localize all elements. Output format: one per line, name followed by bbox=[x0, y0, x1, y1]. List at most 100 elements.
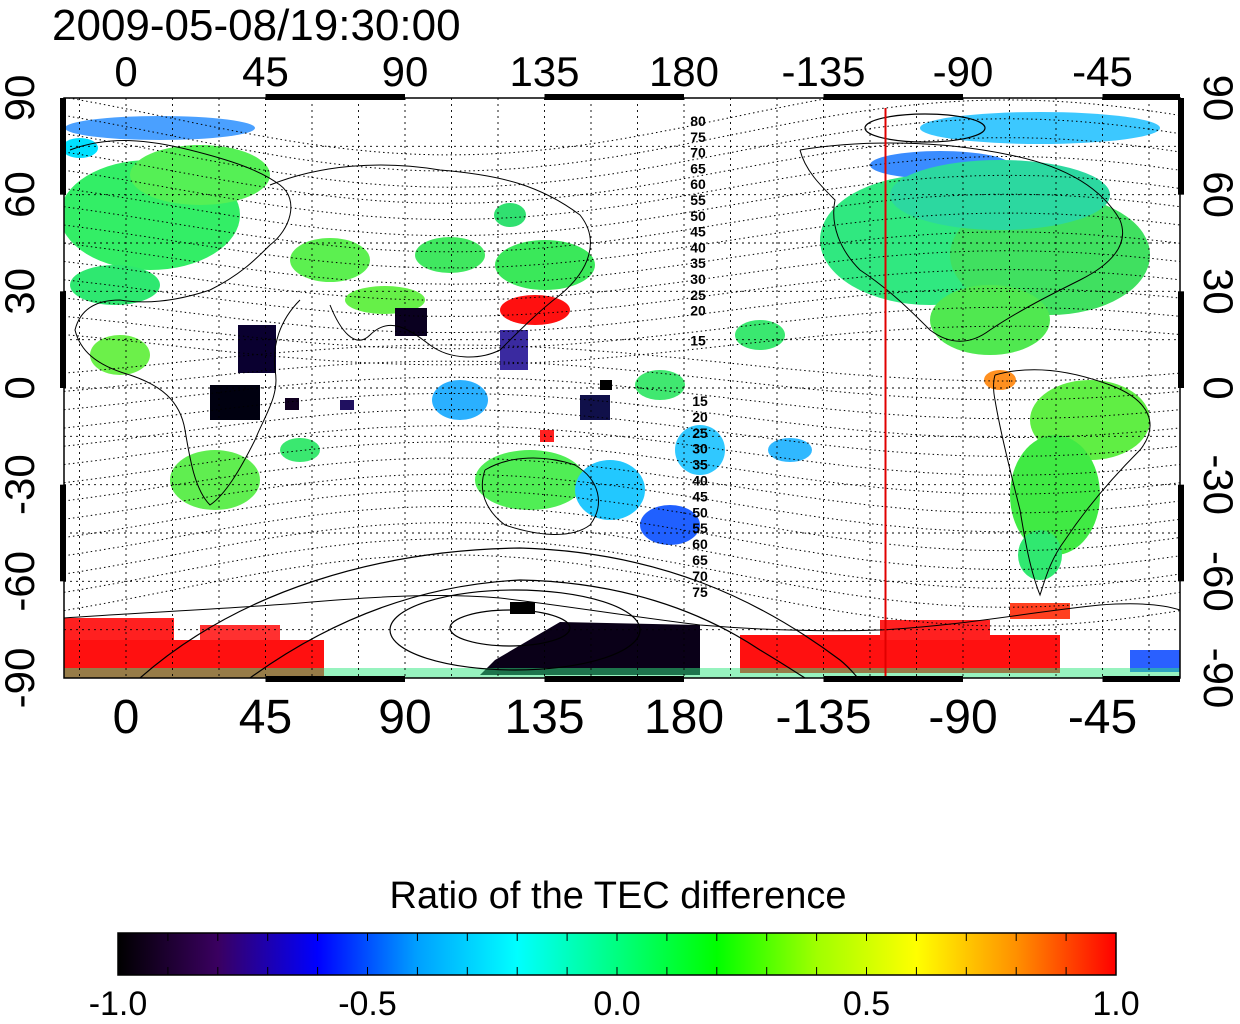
bottom-lon-label: 0 bbox=[113, 691, 140, 744]
contour-label: 60 bbox=[692, 536, 708, 552]
contour-labels: 8075706560555045403530252015152025303540… bbox=[690, 113, 708, 600]
contour-label: 20 bbox=[692, 409, 708, 425]
colorbar-tick-labels: -1.0 -0.5 0.0 0.5 1.0 bbox=[89, 985, 1140, 1023]
tec-patch bbox=[984, 370, 1016, 390]
colorbar-title: Ratio of the TEC difference bbox=[390, 875, 847, 917]
contour-label: 55 bbox=[690, 192, 706, 208]
frame-bar bbox=[1102, 94, 1180, 100]
pole-contour-outer bbox=[249, 579, 806, 678]
contour-label: 30 bbox=[690, 271, 706, 287]
frame-bar bbox=[544, 94, 684, 100]
contour-label: 30 bbox=[692, 441, 708, 457]
right-lat-label: -90 bbox=[1195, 648, 1240, 709]
left-lat-label: -90 bbox=[0, 648, 43, 709]
colorbar-tick-label: 0.0 bbox=[593, 985, 640, 1023]
tec-patch bbox=[65, 116, 255, 140]
left-lat-label: -60 bbox=[0, 551, 43, 612]
tec-patch bbox=[675, 425, 725, 475]
contour-label: 75 bbox=[692, 584, 708, 600]
contour-label: 40 bbox=[690, 239, 706, 255]
frame-bar bbox=[60, 484, 66, 582]
magnetic-contour-line bbox=[64, 457, 1180, 514]
contour-label: 65 bbox=[692, 552, 708, 568]
magnetic-contour-line bbox=[64, 489, 1180, 552]
contour-label: 75 bbox=[690, 129, 706, 145]
frame-bar bbox=[1178, 98, 1184, 195]
top-lon-label: 45 bbox=[242, 48, 289, 95]
tec-data-patches bbox=[64, 112, 1180, 678]
tec-patch bbox=[1130, 650, 1180, 672]
magnetic-contour-line bbox=[64, 554, 1180, 627]
contour-label: 25 bbox=[690, 287, 706, 303]
contour-label: 15 bbox=[692, 393, 708, 409]
magnetic-contour-line bbox=[64, 118, 1180, 188]
coastline-south-america bbox=[993, 369, 1151, 597]
tec-patch bbox=[480, 622, 700, 675]
tec-patch bbox=[1010, 603, 1070, 619]
tec-patch bbox=[432, 380, 488, 420]
frame-bar bbox=[60, 98, 66, 195]
colorbar-tick-label: 0.5 bbox=[843, 985, 890, 1023]
contour-label: 80 bbox=[690, 113, 706, 129]
tec-patch bbox=[510, 602, 535, 614]
top-lon-label: 0 bbox=[114, 48, 137, 95]
tec-patch bbox=[575, 460, 645, 520]
tec-patch bbox=[600, 380, 612, 390]
contour-label: 65 bbox=[690, 160, 706, 176]
tec-patch bbox=[340, 400, 354, 410]
tec-patch bbox=[280, 438, 320, 462]
top-lon-label: 135 bbox=[509, 48, 579, 95]
bottom-longitude-labels: 0 45 90 135 180 -135 -90 -45 bbox=[113, 691, 1138, 744]
grid-lines bbox=[64, 98, 1180, 678]
magnetic-contour-line bbox=[64, 344, 1180, 382]
tec-patch bbox=[768, 438, 812, 462]
bottom-lon-label: -90 bbox=[928, 691, 997, 744]
tec-patch bbox=[70, 265, 160, 305]
bottom-lon-label: 45 bbox=[239, 691, 292, 744]
tec-patch bbox=[735, 320, 785, 350]
contour-label: 35 bbox=[692, 457, 708, 473]
tec-patch bbox=[415, 237, 485, 273]
contour-label: 70 bbox=[692, 568, 708, 584]
coastline-australia bbox=[481, 457, 599, 535]
frame-tick-bars bbox=[60, 94, 1184, 682]
tec-patch bbox=[920, 112, 1160, 144]
right-lat-label: 0 bbox=[1195, 376, 1240, 399]
top-lon-label: -90 bbox=[933, 48, 994, 95]
colorbar-ticks bbox=[167, 933, 1067, 975]
top-lon-label: 90 bbox=[382, 48, 429, 95]
tec-patch bbox=[64, 668, 1180, 678]
contour-label: 15 bbox=[690, 332, 706, 348]
contour-label: 60 bbox=[690, 176, 706, 192]
coastline-europe-africa bbox=[69, 140, 301, 506]
pole-contour-inner bbox=[449, 609, 571, 647]
tec-patch bbox=[130, 145, 270, 205]
tec-patch bbox=[495, 240, 595, 290]
tec-patch bbox=[64, 618, 174, 640]
frame-bar bbox=[265, 676, 405, 682]
coastline-antarctica bbox=[64, 595, 1180, 632]
north-pole-contour bbox=[864, 113, 986, 143]
bottom-lon-label: 135 bbox=[504, 691, 584, 744]
coastline-asia bbox=[269, 164, 591, 358]
frame-bar bbox=[265, 94, 405, 100]
contour-label: 45 bbox=[692, 488, 708, 504]
tec-patch bbox=[640, 505, 700, 545]
colorbar-tick-label: 1.0 bbox=[1092, 985, 1139, 1023]
frame-bar bbox=[823, 94, 963, 100]
magnetic-contour-line bbox=[64, 473, 1180, 533]
coastline-north-america bbox=[799, 142, 1124, 342]
magnetic-contour-line bbox=[64, 538, 1180, 608]
top-lon-label: 180 bbox=[649, 48, 719, 95]
right-lat-label: 90 bbox=[1195, 75, 1240, 122]
tec-patch bbox=[930, 285, 1050, 355]
frame-bar bbox=[823, 676, 963, 682]
left-lat-label: 30 bbox=[0, 268, 43, 315]
magnetic-latitude-contours bbox=[64, 98, 1180, 627]
pole-contour-outer-2 bbox=[139, 547, 859, 678]
contour-label: 50 bbox=[690, 208, 706, 224]
top-longitude-labels: 0 45 90 135 180 -135 -90 -45 bbox=[114, 48, 1133, 95]
left-lat-label: 60 bbox=[0, 171, 43, 218]
colorbar: Ratio of the TEC difference -1.0 -0.5 0.0 0… bbox=[89, 875, 1140, 1023]
